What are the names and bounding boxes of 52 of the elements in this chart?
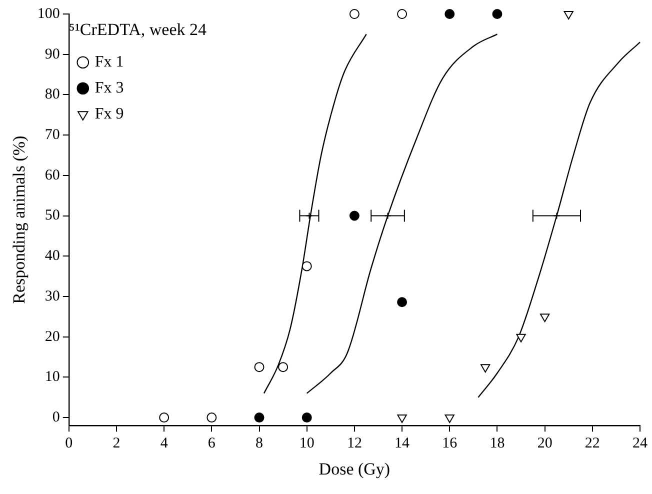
y-axis-title: Responding animals (%): [10, 136, 29, 304]
y-tick-label: 70: [44, 126, 60, 143]
y-tick-label: 50: [44, 208, 60, 224]
point: [349, 210, 360, 221]
legend-title: ⁵¹CrEDTA, week 24: [68, 20, 207, 39]
legend-label: Fx 9: [94, 106, 124, 123]
line-series: [263, 34, 367, 394]
x-tick-label: 2: [112, 436, 120, 452]
x-tick-label: 20: [537, 436, 552, 452]
y-tick-label: 40: [44, 248, 60, 264]
point: [540, 314, 550, 322]
point: [480, 364, 490, 373]
point: [254, 362, 264, 372]
point: [349, 9, 360, 19]
x-tick-label: 0: [65, 436, 73, 452]
x-tick-label: 10: [299, 436, 314, 452]
legend-label: Fx 3: [94, 80, 124, 97]
line-series: [478, 42, 641, 398]
point: [397, 297, 408, 308]
y-tick-label: 0: [52, 409, 60, 426]
point: [397, 9, 408, 19]
point: [397, 414, 407, 424]
x-tick-label: 16: [442, 436, 458, 452]
y-tick-label: 30: [44, 288, 60, 304]
x-tick-label: 24: [632, 436, 648, 452]
line-series: [306, 34, 498, 394]
x-tick-label: 6: [208, 436, 216, 452]
y-tick-label: 90: [44, 46, 60, 62]
point: [444, 9, 455, 19]
point: [444, 414, 454, 424]
x-axis-title: Dose (Gy): [318, 459, 390, 478]
point: [206, 412, 217, 423]
y-tick-label: 60: [44, 167, 60, 184]
y-tick-label: 10: [44, 369, 60, 386]
point: [516, 334, 526, 342]
x-tick-label: 18: [490, 436, 505, 452]
x-tick-label: 4: [160, 436, 168, 452]
point: [278, 362, 288, 372]
point: [564, 11, 574, 20]
legend-label: Fx 1: [94, 54, 124, 71]
point: [159, 412, 170, 423]
point: [302, 412, 312, 423]
x-tick-label: 14: [394, 436, 410, 452]
point: [254, 412, 264, 423]
y-tick-label: 80: [44, 86, 60, 103]
point: [302, 261, 312, 272]
x-tick-label: 22: [584, 436, 600, 452]
x-tick-label: 12: [346, 436, 362, 452]
y-tick-label: 100: [37, 6, 60, 22]
y-tick-label: 20: [44, 328, 60, 345]
point: [492, 9, 502, 19]
x-tick-label: 8: [256, 436, 264, 452]
